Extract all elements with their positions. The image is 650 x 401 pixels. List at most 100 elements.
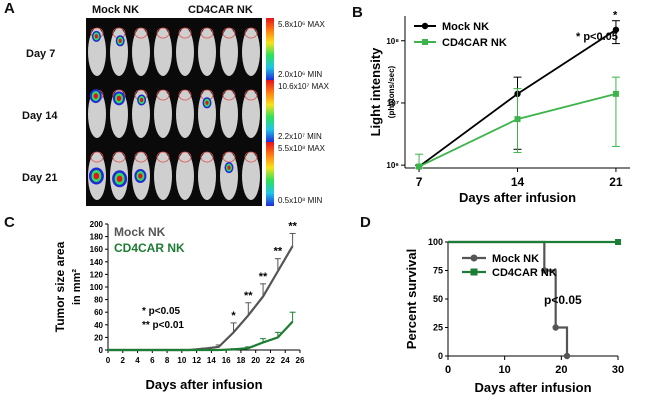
mouse-body (154, 28, 172, 76)
x-tick-label: 6 (150, 356, 155, 365)
signal-core (116, 95, 122, 102)
x-tick-label: 14 (207, 356, 216, 365)
legend-marker (470, 254, 478, 262)
x-tick-label: 8 (165, 356, 170, 365)
panel-letter-c: C (4, 214, 15, 231)
mouse-body (88, 90, 106, 138)
y-tick-label: 100 (90, 283, 104, 292)
signal-core (94, 34, 98, 39)
y-tick-label: 50 (433, 294, 443, 304)
x-axis-label: Days after infusion (145, 377, 262, 392)
row-label-day-21: Day 21 (22, 172, 58, 184)
chart-d-survival: 0 25 50 75 100 0 10 20 30 Days after infusion Perc… (404, 237, 624, 395)
data-point (563, 352, 571, 360)
y-axis-label: Light intensity (368, 47, 383, 137)
y-tick-label: 20 (94, 333, 103, 342)
mouse-images (88, 27, 260, 200)
mouse-outline (178, 151, 192, 163)
data-point (514, 116, 521, 123)
significance-marker: * (231, 310, 236, 322)
data-point (615, 239, 621, 245)
mouse-body (242, 28, 260, 76)
x-tick-label: 16 (222, 356, 231, 365)
y-tick-label: 0 (99, 346, 104, 355)
legend-label-mock-nk: Mock NK (114, 225, 166, 239)
panel-letter-b: B (352, 4, 363, 21)
data-point (416, 163, 423, 170)
x-axis-label: Days after infusion (474, 380, 591, 395)
x-tick-label: 21 (609, 175, 623, 189)
mouse-body (176, 90, 194, 138)
scale-min-day-21: 0.5x10⁸ MIN (278, 196, 323, 205)
y-tick-label: 160 (90, 245, 104, 254)
x-tick-label: 0 (445, 364, 451, 376)
chart-b-light-intensity: 10⁶ 10⁷ 10⁸ 7 14 21 Days after infusion Light i… (368, 10, 630, 205)
mouse-outline (178, 27, 192, 39)
scale-max-day-21: 5.5x10⁸ MAX (278, 144, 325, 153)
y-tick-label: 200 (90, 220, 104, 229)
scale-min-day-14: 2.2x10⁷ MIN (278, 132, 322, 141)
mouse-outline (222, 27, 236, 39)
mouse-body (242, 90, 260, 138)
signal-core (118, 38, 122, 43)
y-tick-label: 10⁷ (387, 99, 399, 108)
y-axis-unit: in mm² (71, 269, 83, 305)
mouse-outline (244, 89, 258, 101)
mouse-outline (222, 89, 236, 101)
mouse-body (198, 152, 216, 200)
data-point (612, 90, 619, 97)
data-point (612, 26, 620, 33)
y-tick-label: 60 (94, 308, 103, 317)
series-line-1 (108, 320, 294, 352)
x-tick-label: 7 (416, 175, 423, 189)
mouse-body (220, 28, 238, 76)
legend-label: CD4CAR NK (442, 37, 507, 49)
x-tick-label: 14 (511, 175, 525, 189)
panel-a: A Mock NK CD4CAR NK Day 7 Day 14 Day 21 … (0, 0, 330, 210)
column-label-mock-nk: Mock NK (92, 4, 140, 16)
mouse-body (132, 28, 150, 76)
x-tick-label: 2 (121, 356, 126, 365)
x-tick-label: 0 (106, 356, 111, 365)
x-tick-label: 18 (236, 356, 245, 365)
mouse-outline (200, 151, 214, 163)
legend-label: Mock NK (492, 253, 539, 265)
y-tick-label: 120 (90, 270, 104, 279)
column-label-cd4car-nk: CD4CAR NK (188, 4, 253, 16)
mouse-outline (244, 27, 258, 39)
mouse-body (220, 90, 238, 138)
mouse-outline (200, 27, 214, 39)
bioluminescence-image-grid (86, 18, 262, 206)
legend-label: CD4CAR NK (492, 267, 557, 279)
scale-max-day-14: 10.6x10⁷ MAX (278, 82, 329, 91)
x-tick-label: 12 (192, 356, 201, 365)
mouse-outline (156, 27, 170, 39)
mouse-body (176, 152, 194, 200)
mouse-body (176, 28, 194, 76)
mouse-outline (178, 89, 192, 101)
mouse-body (242, 152, 260, 200)
chart-c-tumor-size: 0 20 40 60 80 100 120 140 160 180 200 0 2 4 6 8 10 12 14 16… (53, 220, 305, 392)
y-tick-label: 10⁸ (386, 37, 399, 46)
y-tick-label: 100 (428, 237, 443, 247)
y-tick-label: 80 (94, 296, 103, 305)
mouse-body (88, 28, 106, 76)
legend-label-cd4car-nk: CD4CAR NK (114, 241, 185, 255)
legend-marker (470, 268, 478, 276)
data-point (552, 324, 559, 331)
significance-marker: ** (288, 220, 297, 232)
mouse-outline (156, 151, 170, 163)
x-tick-label: 22 (266, 356, 275, 365)
x-tick-label: 24 (281, 356, 290, 365)
mouse-outline (156, 89, 170, 101)
significance-marker: ** (259, 271, 268, 283)
x-tick-label: 10 (177, 356, 186, 365)
panel-letter-a: A (4, 0, 15, 17)
mouse-body (154, 152, 172, 200)
significance-note: p<0.05 (544, 293, 582, 307)
scale-min-day-7: 2.0x10⁶ MIN (278, 70, 323, 79)
data-point (541, 267, 548, 274)
x-tick-label: 26 (296, 356, 305, 365)
x-tick-label: 10 (499, 364, 511, 376)
mouse-outline (134, 151, 148, 163)
